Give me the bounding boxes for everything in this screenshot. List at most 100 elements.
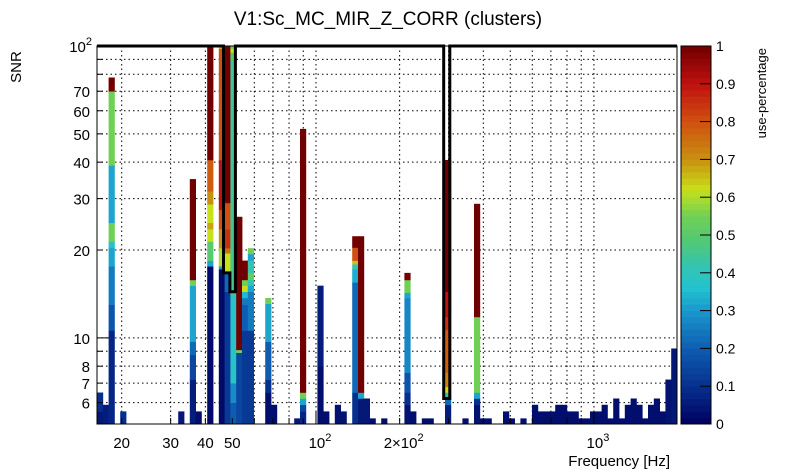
threshold-contour-line [97,44,677,400]
colorbar-segment [681,102,711,110]
heatmap-cell [271,404,278,425]
colorbar-segment [681,109,711,116]
heatmap-cell [300,128,307,393]
colorbar-tick-label: 0.4 [716,265,736,281]
heatmap-cell [224,46,231,204]
heatmap-cells [97,46,678,425]
heatmap-cell [247,253,254,261]
heatmap-cell [445,392,452,399]
colorbar-segment [681,209,711,217]
heatmap-cell [102,404,109,425]
colorbar-segment [681,140,711,148]
heatmap-cell [404,292,411,299]
heatmap-cell [108,330,115,425]
heatmap-cell [369,418,376,425]
y-tick-label: 50 [73,127,90,144]
heatmap-cell [352,236,359,248]
heatmap-cell [474,392,481,399]
heatmap-cell [474,316,481,393]
heatmap-cell [300,411,307,425]
heatmap-cell [404,297,411,373]
colorbar-segment [681,392,711,400]
heatmap-cell [636,404,643,425]
y-tick-label: 60 [73,104,90,121]
heatmap-cell [247,291,254,331]
colorbar-segment [681,417,711,425]
heatmap-cell [120,411,127,425]
heatmap-cell [242,297,249,305]
colorbar-segment [681,361,711,368]
heatmap-cell [230,48,237,53]
heatmap-cell [566,411,573,425]
heatmap-cell [445,316,452,331]
heatmap-cell [630,398,637,425]
heatmap-cell [265,297,272,304]
x-tick-label: 30 [162,435,179,452]
heatmap-cell [265,379,272,393]
heatmap-cell [474,398,481,406]
y-tick-label: 8 [82,359,90,376]
y-tick-label: 10 [73,331,90,348]
heatmap-cell [653,398,660,425]
colorbar-segment [681,83,711,91]
colorbar-segment [681,64,711,72]
colorbar-tick-label: 0.2 [716,340,736,356]
axis-ticks [97,45,595,424]
colorbar-segment [681,190,711,198]
heatmap-cell [247,248,254,255]
heatmap-cell [537,411,544,425]
colorbar-tick-label: 0.1 [716,378,736,394]
colorbar-segment [681,310,711,318]
heatmap-cell [189,341,196,356]
heatmap-cell [358,398,365,425]
colorbar-segment [681,127,711,135]
heatmap-cell [410,411,417,425]
heatmap-cell [218,269,225,425]
tick-labels: 20 30 40 50 102 2×102 103 102 70 60 50 40 30 20 10 87 6 [69,36,609,452]
heatmap-cell [601,404,608,425]
colorbar-segment [681,52,711,59]
heatmap-cell [352,282,359,393]
colorbar-segment [681,165,711,173]
heatmap-cell [543,411,550,425]
colorbar-segment [681,285,711,293]
heatmap-cell [108,304,115,331]
colorbar-segment [681,298,711,305]
heatmap-cell [207,46,214,161]
heatmap-cell [404,272,411,281]
heatmap-cell [265,392,272,425]
colorbar-segment [681,329,711,337]
y-tick-label: 40 [73,155,90,172]
heatmap-cell [665,379,672,425]
heatmap-cell [242,330,249,425]
colorbar-segment [681,279,711,286]
colorbar-segment [681,405,711,412]
colorbar-segment [681,228,711,236]
colorbar-segment [681,241,711,248]
heatmap-cell [624,404,631,425]
colorbar-segment [681,96,711,104]
heatmap-cell [189,179,196,281]
heatmap-cell [404,279,411,293]
heatmap-cell [224,202,231,230]
heatmap-cell [189,379,196,425]
heatmap-cell [189,279,196,286]
heatmap-cell [207,159,214,192]
colorbar-segment [681,46,711,53]
heatmap-cell [340,411,347,425]
heatmap-cell [247,260,254,274]
heatmap-cell [224,229,231,249]
heatmap-cell [230,402,237,425]
x-tick-label: 20 [113,435,130,452]
colorbar-segment [681,342,711,349]
colorbar: 0 0.1 0.2 0.3 0.4 0.5 0.6 0.7 0.8 0.9 1 [680,38,736,432]
heatmap-cell [532,404,539,425]
heatmap-cell [230,52,237,60]
heatmap-cell [421,418,428,425]
colorbar-segment [681,58,711,66]
heatmap-cell [613,398,620,425]
heatmap-cell [247,272,254,281]
colorbar-segment [681,411,711,419]
colorbar-segment [681,304,711,311]
